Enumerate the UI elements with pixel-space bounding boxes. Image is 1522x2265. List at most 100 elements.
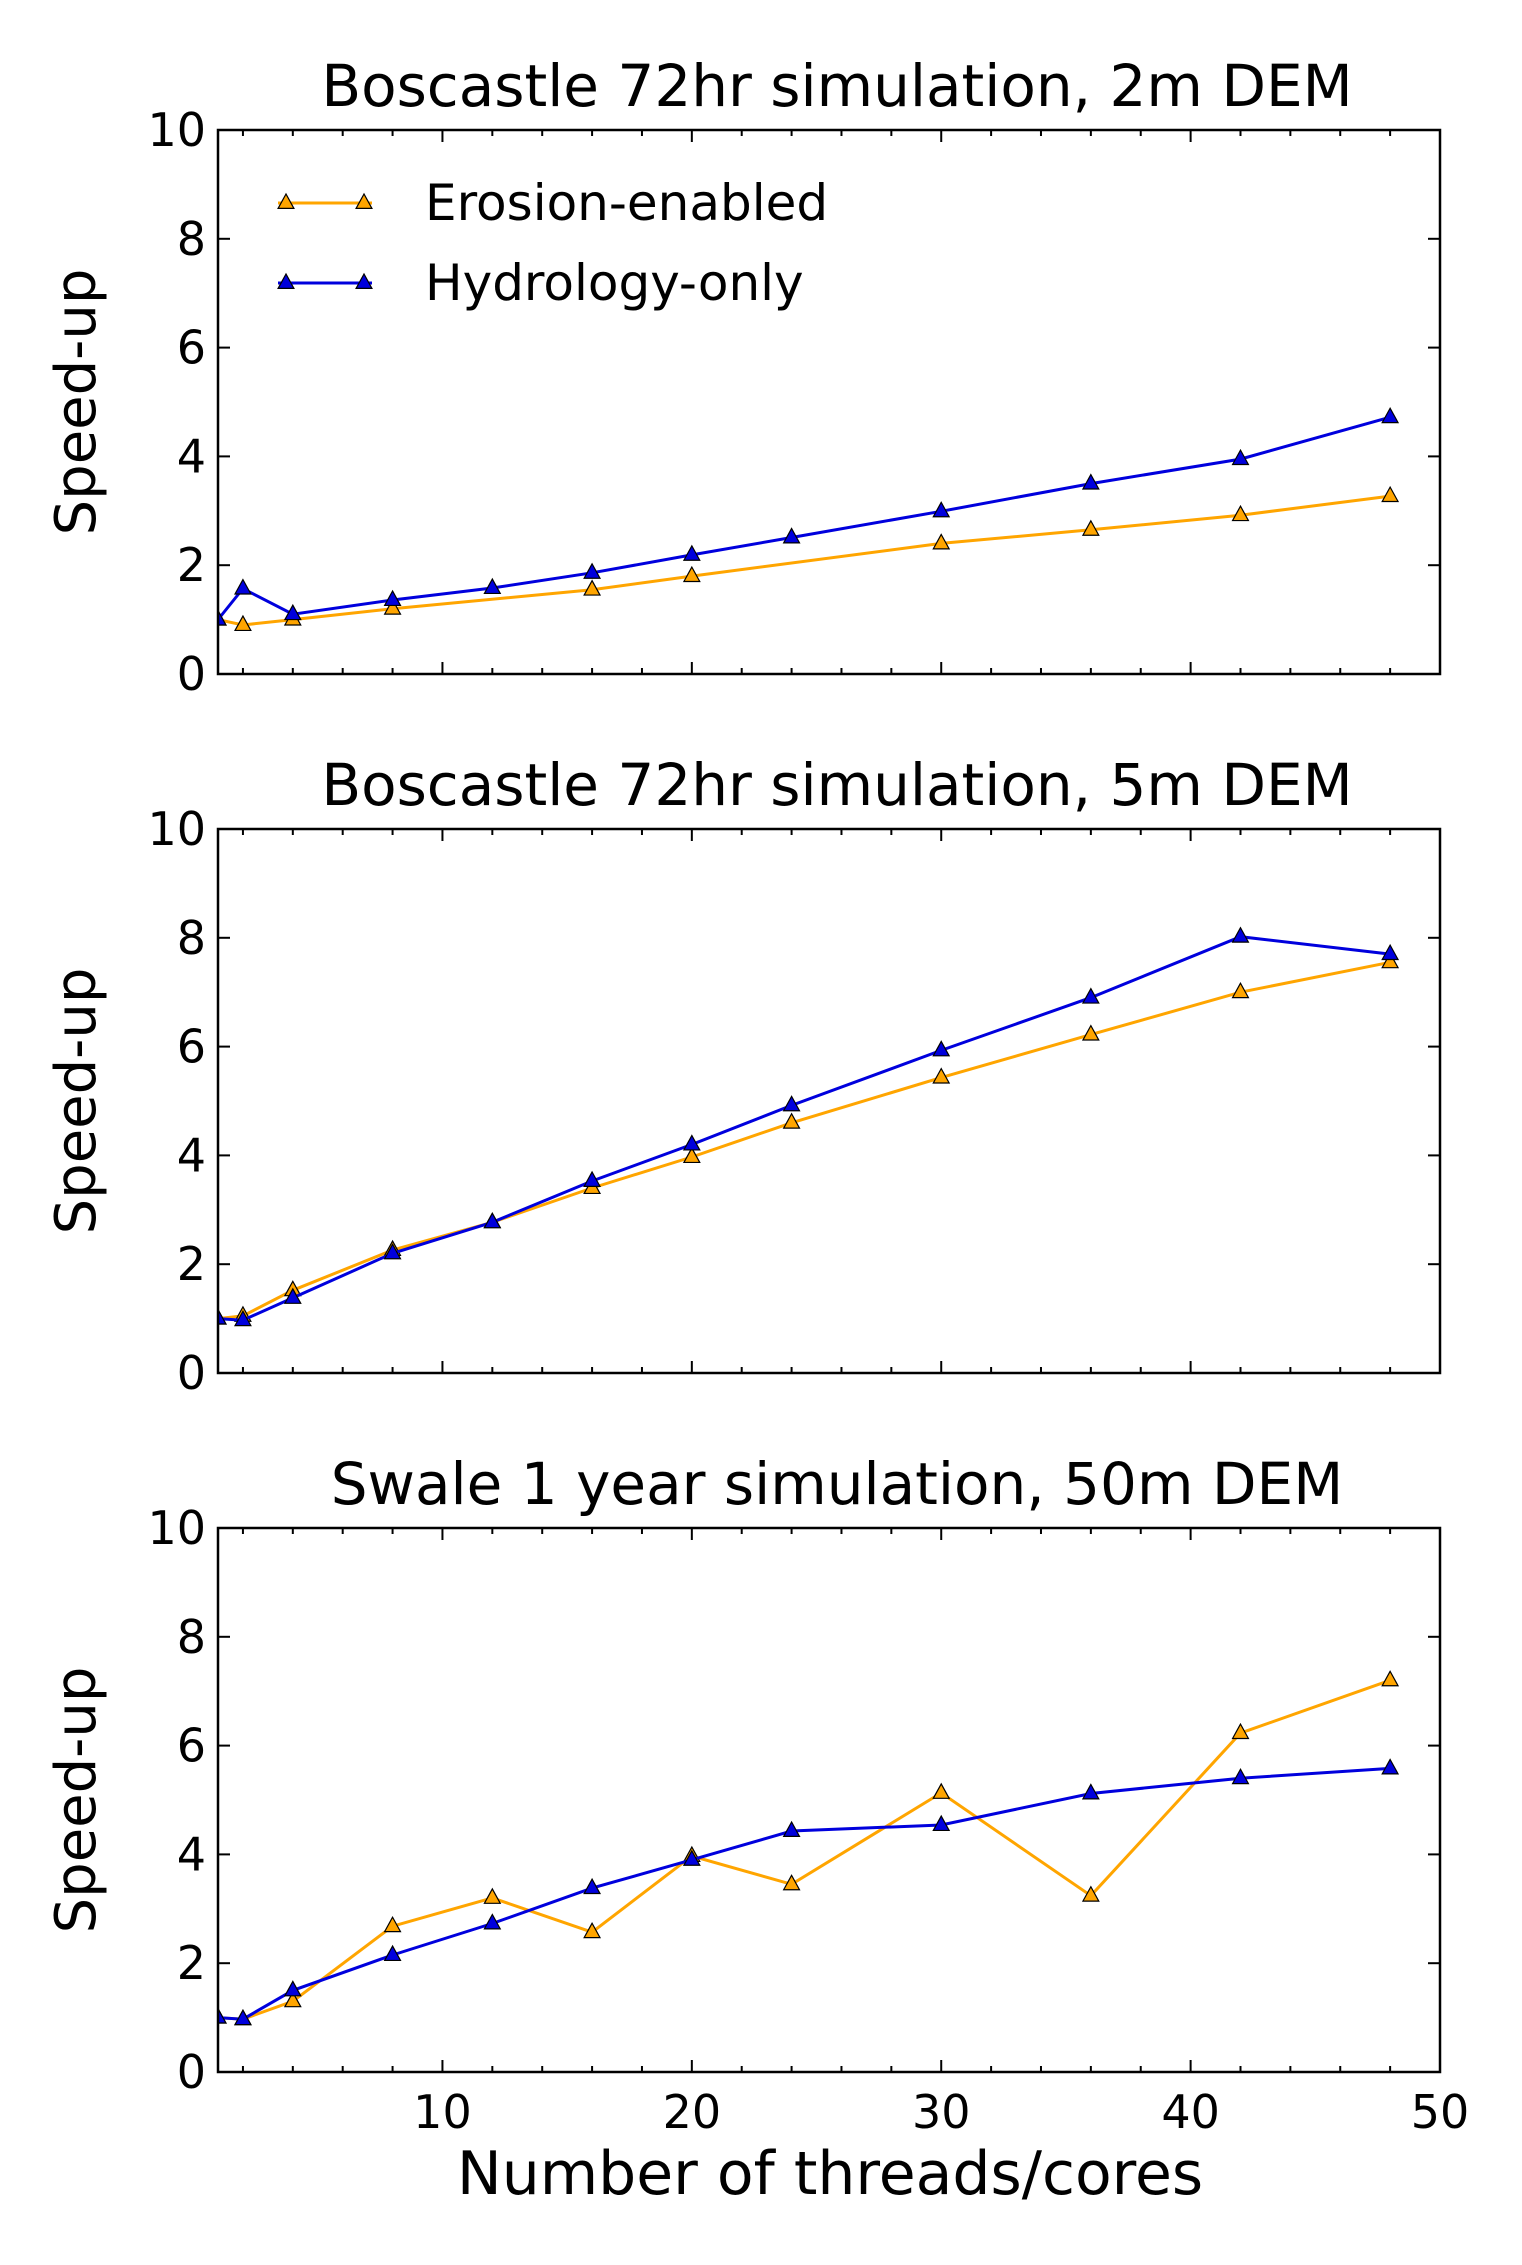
y-tick-label: 2 [177,538,206,592]
data-point-hydrology-only [1081,473,1100,490]
legend-label: Erosion-enabled [425,174,828,232]
y-tick-label: 10 [147,802,206,856]
y-tick-label: 4 [177,1827,206,1881]
legend-marker [355,192,373,209]
data-point-hydrology-only [483,577,502,595]
data-point-hydrology-only [218,2007,227,2024]
data-point-erosion-enabled [1081,519,1100,536]
data-point-hydrology-only [218,609,227,626]
chart-panel-3: Swale 1 year simulation, 50m DEM Speed-up… [44,1450,1469,2139]
y-axis-label: Speed-up [44,1667,109,1934]
y-tick-label: 4 [177,429,206,483]
chart-title: Boscastle 72hr simulation, 5m DEM [321,751,1352,819]
series-group [218,1670,1400,2026]
x-tick-label: 50 [1411,2085,1470,2139]
data-point-hydrology-only [682,1134,701,1151]
data-point-hydrology-only [932,501,951,518]
data-point-erosion-enabled [1081,1024,1100,1041]
data-point-erosion-enabled [1081,1885,1100,1902]
y-tick-label: 6 [177,1020,206,1074]
data-point-hydrology-only [1381,943,1400,961]
legend-marker [277,192,295,209]
y-axis-label: Speed-up [44,269,109,536]
y-tick-label: 6 [177,1719,206,1773]
data-point-hydrology-only [1081,987,1100,1004]
x-tick-label: 30 [912,2085,971,2139]
data-point-erosion-enabled [583,1921,602,1939]
legend-marker [355,272,373,289]
data-point-hydrology-only [1231,926,1250,943]
data-point-hydrology-only [782,1095,801,1112]
legend-label: Hydrology-only [425,254,804,312]
data-point-hydrology-only [218,1308,227,1325]
data-point-hydrology-only [1381,406,1400,424]
data-point-erosion-enabled [682,1146,701,1164]
data-point-erosion-enabled [1231,981,1250,999]
data-point-erosion-enabled [932,1067,951,1084]
data-point-erosion-enabled [1231,504,1250,522]
data-point-erosion-enabled [283,1991,302,2008]
series-line-erosion-enabled [218,1678,1391,2021]
y-tick-label: 8 [177,911,206,965]
data-point-erosion-enabled [1381,1670,1400,1687]
x-axis-label: Number of threads/cores [457,2139,1203,2209]
y-tick-label: 2 [177,1237,206,1291]
data-point-hydrology-only [383,589,402,607]
x-tick-label: 20 [663,2085,722,2139]
data-point-hydrology-only [383,1243,402,1260]
data-point-hydrology-only [583,1170,602,1187]
data-point-erosion-enabled [1231,1722,1250,1740]
data-point-erosion-enabled [483,1887,502,1904]
y-tick-label: 8 [177,212,206,266]
chart-title: Swale 1 year simulation, 50m DEM [331,1450,1344,1518]
data-point-hydrology-only [234,578,252,595]
data-point-hydrology-only [483,1913,502,1930]
data-point-erosion-enabled [932,533,951,550]
series-group [218,926,1400,1327]
data-point-hydrology-only [283,1980,302,1997]
series-line-erosion-enabled [218,494,1391,627]
data-point-hydrology-only [932,1814,951,1832]
legend: Erosion-enabled Hydrology-only [277,174,828,312]
y-tick-label: 2 [177,1936,206,1990]
data-point-hydrology-only [1081,1783,1100,1800]
y-tick-label: 0 [177,2045,206,2099]
chart-panel-1: Boscastle 72hr simulation, 2m DEM Speed-u… [44,52,1442,701]
data-point-erosion-enabled [383,598,402,615]
data-point-hydrology-only [234,1309,252,1327]
data-point-hydrology-only [483,1212,502,1229]
plot-frame [216,1526,1442,2074]
series-line-hydrology-only [218,1766,1391,2021]
data-point-hydrology-only [1231,1767,1250,1785]
data-point-erosion-enabled [1381,952,1400,969]
data-point-hydrology-only [283,1287,302,1304]
y-tick-label: 4 [177,1128,206,1182]
chart-panel-2: Boscastle 72hr simulation, 5m DEM Speed-u… [44,751,1442,1400]
data-point-hydrology-only [782,527,801,544]
series-line-hydrology-only [218,415,1391,621]
series-line-erosion-enabled [218,960,1391,1321]
data-point-hydrology-only [1381,1758,1400,1775]
data-point-hydrology-only [782,1820,801,1838]
data-point-erosion-enabled [782,1112,801,1129]
y-axis-label: Speed-up [44,968,109,1235]
y-tick-label: 6 [177,321,206,375]
panels: Boscastle 72hr simulation, 2m DEM Speed-u… [44,52,1469,2139]
y-tick-label: 0 [177,647,206,701]
data-point-erosion-enabled [1381,485,1400,503]
data-point-hydrology-only [283,603,302,621]
chart-title: Boscastle 72hr simulation, 2m DEM [321,52,1352,120]
data-point-erosion-enabled [932,1782,951,1799]
y-tick-label: 10 [147,1501,206,1555]
x-tick-label: 10 [413,2085,472,2139]
data-point-hydrology-only [583,1877,602,1895]
data-point-erosion-enabled [583,579,602,596]
data-point-hydrology-only [932,1040,951,1057]
data-point-hydrology-only [234,2008,252,2026]
legend-marker [277,272,295,289]
y-tick-label: 10 [147,103,206,157]
data-point-erosion-enabled [234,614,252,632]
y-tick-label: 0 [177,1346,206,1400]
data-point-hydrology-only [1231,448,1250,466]
